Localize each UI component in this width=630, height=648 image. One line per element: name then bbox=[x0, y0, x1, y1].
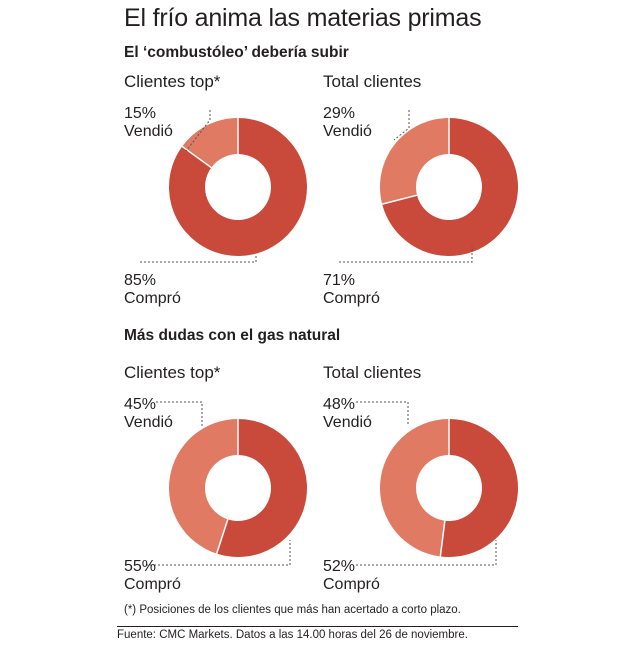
slice-sold bbox=[182, 118, 238, 168]
donut-title: Total clientes bbox=[323, 72, 422, 91]
sold-label: Vendió bbox=[323, 414, 372, 431]
leader-line-sold bbox=[185, 110, 211, 152]
sold-percent-label: 45% bbox=[124, 396, 157, 413]
section-title-fuel-oil: El ‘combustóleo’ debería subir bbox=[124, 44, 349, 61]
sold-percent-label: 29% bbox=[323, 105, 356, 122]
slice-bought bbox=[216, 419, 307, 557]
slice-sold bbox=[379, 419, 449, 557]
sold-percent-label: 48% bbox=[323, 396, 356, 413]
bought-percent-label: 85% bbox=[124, 272, 157, 289]
slice-bought bbox=[168, 118, 307, 256]
bought-label: Compró bbox=[323, 290, 380, 307]
sold-label: Vendió bbox=[124, 123, 173, 140]
donut-title: Clientes top* bbox=[124, 363, 221, 382]
footnote: (*) Posiciones de los clientes que más h… bbox=[124, 604, 461, 616]
bought-percent-label: 71% bbox=[323, 272, 356, 289]
slice-bought bbox=[440, 419, 518, 557]
bought-label: Compró bbox=[124, 290, 181, 307]
leader-line-bought bbox=[140, 254, 257, 263]
bought-label: Compró bbox=[323, 576, 380, 593]
bought-label: Compró bbox=[124, 576, 181, 593]
slice-separator bbox=[181, 145, 212, 169]
leader-line-sold bbox=[356, 401, 409, 424]
leader-line-bought bbox=[339, 246, 473, 263]
donut-title: Total clientes bbox=[323, 363, 422, 382]
chart-title: El frío anima las materias primas bbox=[124, 4, 482, 32]
donut-title: Clientes top* bbox=[124, 72, 221, 91]
leader-line-bought bbox=[146, 540, 291, 566]
bought-percent-label: 52% bbox=[323, 558, 356, 575]
leader-line-sold bbox=[393, 110, 410, 141]
sold-label: Vendió bbox=[124, 414, 173, 431]
slice-separator bbox=[381, 194, 418, 205]
source-note: Fuente: CMC Markets. Datos a las 14.00 h… bbox=[117, 629, 468, 641]
leader-line-bought bbox=[356, 540, 497, 566]
slice-separator bbox=[215, 519, 229, 554]
divider bbox=[117, 626, 518, 627]
section-title-natural-gas: Más dudas con el gas natural bbox=[124, 327, 341, 344]
sold-label: Vendió bbox=[323, 123, 372, 140]
sold-percent-label: 15% bbox=[124, 105, 157, 122]
slice-bought bbox=[382, 118, 518, 256]
slice-sold bbox=[169, 419, 238, 554]
slice-sold bbox=[380, 118, 449, 205]
bought-percent-label: 55% bbox=[124, 558, 157, 575]
leader-line-sold bbox=[156, 401, 203, 428]
slice-separator bbox=[439, 520, 446, 557]
